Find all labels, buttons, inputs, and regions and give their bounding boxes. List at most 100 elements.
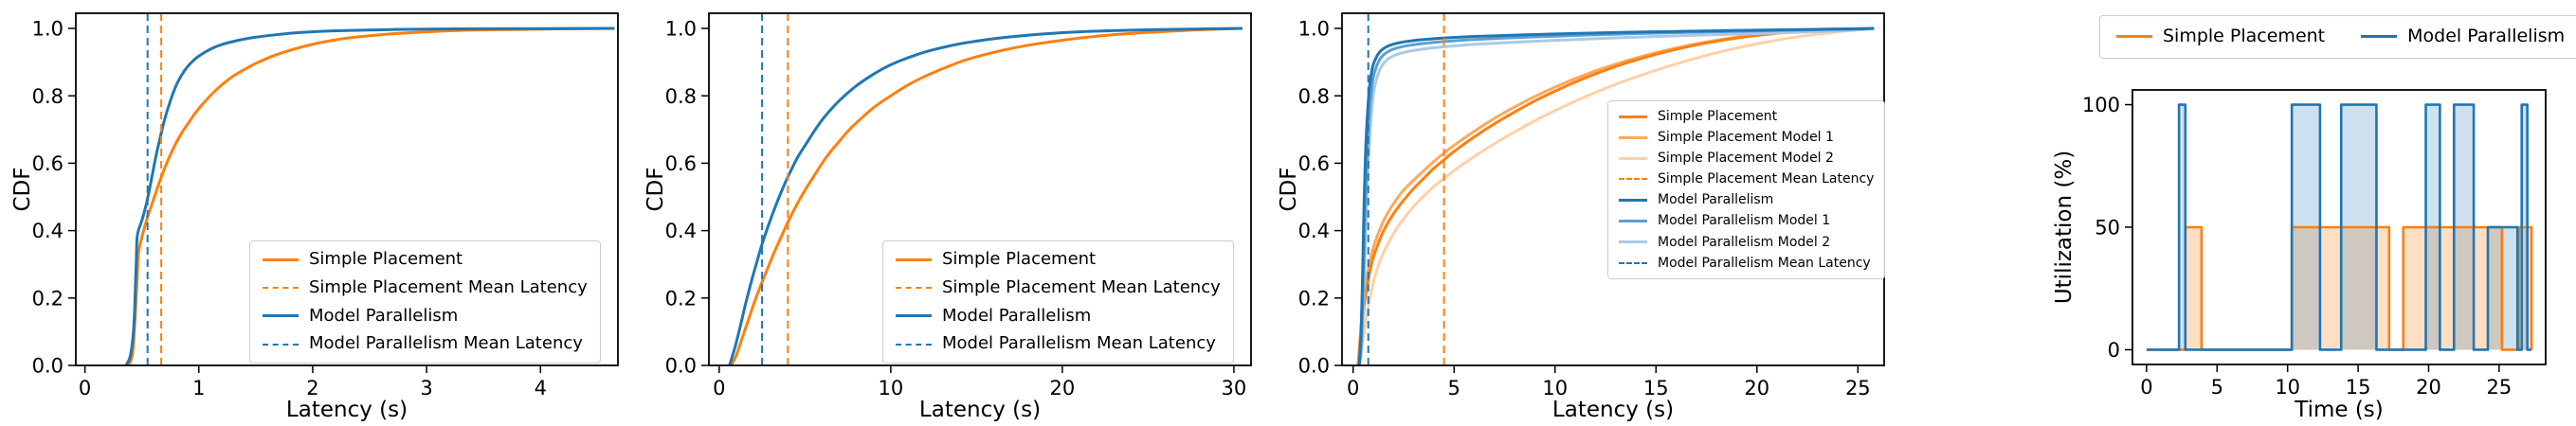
x-tick-label: 5 xyxy=(2211,376,2223,399)
legend-entry: Model Parallelism Mean Latency xyxy=(1619,256,1874,271)
y-tick-label: 0.2 xyxy=(1298,287,1330,310)
y-tick-label: 0.0 xyxy=(1298,355,1330,378)
axes-frame xyxy=(75,12,619,366)
x-tick-label: 20 xyxy=(2416,376,2441,399)
x-axis-label: Latency (s) xyxy=(918,398,1042,422)
y-axis-label: CDF xyxy=(10,167,35,212)
legend-entry: Model Parallelism xyxy=(896,306,1221,327)
legend-entry: Simple Placement xyxy=(263,250,588,270)
x-axis-label: Latency (s) xyxy=(285,398,408,422)
legend-entry: Simple Placement Mean Latency xyxy=(263,276,588,298)
x-tick-label: 25 xyxy=(1845,377,1871,399)
plot-cdf-overall: 0 1 2 3 4 0.0 0.2 0.4 0.6 0.8 1.0 xyxy=(32,12,619,399)
legend-entry: Model Parallelism xyxy=(1619,192,1874,207)
legend-label: Model Parallelism Mean Latency xyxy=(1658,255,1871,271)
y-tick-label: 1.0 xyxy=(665,18,697,41)
series-line xyxy=(2146,103,2532,351)
y-tick-label: 0.2 xyxy=(32,287,63,310)
y-tick-label: 0.8 xyxy=(665,85,697,108)
plot-utilization: 0 5 10 15 20 25 0 50 100 xyxy=(2082,89,2547,399)
x-tick-label: 0 xyxy=(1347,377,1359,399)
legend-entry: Model Parallelism Model 2 xyxy=(1619,235,1874,250)
legend-line-sample xyxy=(1619,135,1647,139)
chart-panel-utilization: 0 5 10 15 20 25 0 50 100 Utilization (%) Time (s… xyxy=(1988,0,2576,426)
y-axis-label: Utilization (%) xyxy=(2052,150,2077,305)
x-tick-label: 0 xyxy=(713,377,725,399)
y-tick-label: 0.2 xyxy=(665,287,697,310)
y-tick-label: 1.0 xyxy=(32,18,63,41)
legend-label: Simple Placement xyxy=(942,249,1097,270)
legend-entry: Model Parallelism Model 1 xyxy=(1619,213,1874,228)
legend-entry: Model Parallelism xyxy=(263,305,588,327)
legend-label: Simple Placement Mean Latency xyxy=(309,276,588,297)
legend-entry: Model Parallelism Mean Latency xyxy=(896,334,1221,354)
plot-cdf-per-model: 0 5 10 15 20 25 0.0 0.2 0.4 0.6 0.8 1.0 xyxy=(1298,12,1885,399)
y-tick-label: 100 xyxy=(2082,94,2120,116)
y-tick-label: 0.0 xyxy=(32,355,63,378)
legend-label: Model Parallelism Model 2 xyxy=(1658,234,1831,250)
x-tick-label: 15 xyxy=(1643,377,1669,399)
legend-line-sample xyxy=(1619,240,1647,244)
y-tick-label: 0.4 xyxy=(1298,220,1330,242)
legend-line-sample xyxy=(2361,35,2398,39)
legend-line-sample xyxy=(896,287,932,290)
legend-line-sample xyxy=(896,258,932,262)
legend-line-sample xyxy=(263,314,299,318)
x-axis-label: Time (s) xyxy=(2295,398,2384,422)
legend-label: Simple Placement xyxy=(1658,109,1778,124)
legend-label: Simple Placement Model 2 xyxy=(1658,151,1834,167)
y-tick-label: 0 xyxy=(2108,339,2120,362)
legend-label: Model Parallelism Mean Latency xyxy=(309,333,583,354)
legend-label: Model Parallelism Model 1 xyxy=(1658,213,1831,229)
legend-line-sample xyxy=(1619,156,1647,160)
y-tick-label: 50 xyxy=(2095,217,2120,240)
legend-label: Simple Placement Mean Latency xyxy=(1658,171,1875,187)
legend-label: Model Parallelism xyxy=(309,305,459,326)
legend: Simple Placement Simple Placement Mean L… xyxy=(249,240,601,364)
x-tick-label: 4 xyxy=(535,377,547,399)
x-tick-label: 1 xyxy=(192,377,205,399)
y-tick-label: 1.0 xyxy=(1298,18,1330,41)
legend-label: Model Parallelism xyxy=(2407,26,2566,46)
y-axis-label: CDF xyxy=(1277,167,1301,212)
legend-label: Simple Placement xyxy=(309,249,463,270)
x-tick-label: 0 xyxy=(79,377,91,399)
legend: Simple Placement Simple Placement Model … xyxy=(1607,100,1886,279)
legend-label: Simple Placement Model 1 xyxy=(1658,130,1834,146)
x-tick-label: 25 xyxy=(2487,376,2513,399)
series-line xyxy=(1356,27,1873,366)
x-tick-label: 20 xyxy=(1050,377,1076,399)
legend-line-sample xyxy=(896,343,932,346)
x-tick-label: 5 xyxy=(1448,377,1460,399)
legend-entry: Model Parallelism xyxy=(2361,26,2566,47)
x-tick-label: 0 xyxy=(2140,376,2152,399)
legend-line-sample xyxy=(2116,35,2152,39)
legend-entry: Simple Placement Mean Latency xyxy=(896,277,1221,298)
legend-entry: Model Parallelism Mean Latency xyxy=(263,334,588,354)
series-area xyxy=(2146,104,2532,350)
legend-line-sample xyxy=(1619,178,1647,181)
plot-cdf-mid: 0 10 20 30 0.0 0.2 0.4 0.6 0.8 1.0 xyxy=(665,12,1252,399)
x-axis-label: Latency (s) xyxy=(1551,398,1675,422)
x-tick-label: 15 xyxy=(2346,376,2371,399)
series-line xyxy=(124,27,615,366)
legend-label: Simple Placement xyxy=(2163,26,2326,46)
legend-line-sample xyxy=(1619,115,1647,118)
x-tick-label: 2 xyxy=(306,377,318,399)
y-tick-label: 0.6 xyxy=(32,152,63,175)
legend-line-sample xyxy=(263,343,299,346)
legend-entry: Simple Placement xyxy=(1619,109,1874,124)
series-line xyxy=(730,27,1243,366)
legend-entry: Simple Placement Mean Latency xyxy=(1619,171,1874,186)
legend-entry: Simple Placement xyxy=(896,250,1221,270)
legend-label: Model Parallelism Mean Latency xyxy=(942,333,1216,354)
legend-entry: Simple Placement Model 2 xyxy=(1619,151,1874,166)
legend-entry: Simple Placement Model 1 xyxy=(1619,130,1874,145)
y-tick-label: 0.6 xyxy=(1298,152,1330,175)
x-tick-label: 20 xyxy=(1744,377,1769,399)
x-tick-label: 3 xyxy=(420,377,432,399)
x-tick-label: 10 xyxy=(1542,377,1568,399)
x-tick-label: 10 xyxy=(2275,376,2300,399)
series-line xyxy=(728,27,1243,366)
